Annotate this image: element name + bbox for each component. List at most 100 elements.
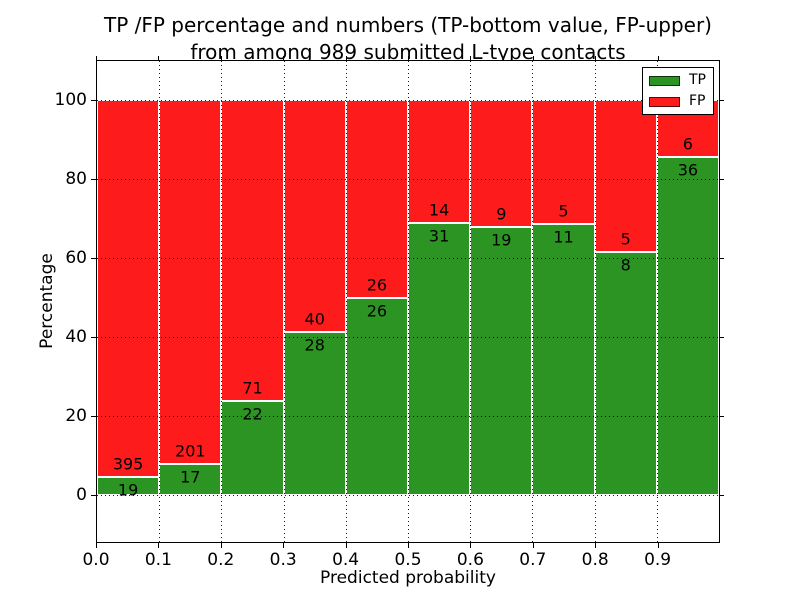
- x-tick-label: 0.8: [581, 550, 609, 570]
- tp-count-label: 22: [242, 404, 263, 424]
- chart-title-line1: TP /FP percentage and numbers (TP-bottom…: [104, 13, 712, 37]
- tp-bar-segment: [97, 476, 160, 495]
- fp-count-label: 5: [558, 201, 569, 221]
- tp-count-label: 28: [304, 335, 325, 355]
- y-tick-mark: [91, 495, 96, 497]
- x-tick-mark: [96, 543, 97, 548]
- fp-count-label: 71: [242, 378, 263, 398]
- vertical-gridline: [532, 61, 534, 542]
- y-tick-label: 40: [65, 327, 87, 348]
- tp-count-label: 36: [677, 160, 699, 180]
- y-tick-mark: [91, 99, 96, 101]
- x-tick-label: 0.7: [519, 550, 547, 570]
- top-tick-mark: [220, 56, 222, 60]
- top-tick-mark: [96, 56, 97, 60]
- horizontal-gridline: [97, 179, 719, 181]
- tp-legend-swatch: [649, 75, 680, 86]
- x-tick-mark: [532, 543, 534, 548]
- vertical-gridline: [408, 61, 409, 542]
- x-tick-mark: [470, 543, 472, 548]
- fp-count-label: 26: [366, 275, 388, 295]
- x-tick-label: 0.4: [332, 550, 360, 570]
- top-tick-mark: [283, 56, 285, 60]
- vertical-gridline: [221, 61, 223, 542]
- x-axis: 0.0 0.1 0.2 0.3 0.4 0.5 0.6 0.7 0.8 0.9: [82, 543, 720, 573]
- horizontal-gridline: [97, 494, 719, 496]
- x-tick-label: 0.6: [456, 550, 484, 570]
- top-tick-mark: [595, 56, 597, 60]
- tp-count-label: 8: [620, 255, 631, 275]
- top-tick-mark: [158, 56, 160, 60]
- y-tick-mark: [91, 257, 96, 259]
- fp-count-label: 201: [175, 441, 206, 461]
- x-tick-label: 0.0: [82, 550, 110, 570]
- grid-layer: [97, 61, 719, 542]
- right-tick-mark: [720, 99, 724, 101]
- tp-bar-segment: [345, 297, 408, 495]
- x-axis-title: Predicted probability: [320, 568, 496, 588]
- x-tick-label: 0.3: [269, 550, 297, 570]
- horizontal-gridline: [97, 336, 719, 338]
- vertical-gridline: [470, 61, 472, 542]
- tp-bar-segment: [532, 223, 595, 495]
- vertical-gridline: [594, 61, 596, 542]
- y-tick-label: 100: [54, 89, 87, 110]
- legend-item-tp: TP: [649, 73, 706, 88]
- top-tick-mark: [470, 56, 472, 60]
- fp-legend-swatch: [649, 96, 680, 107]
- right-tick-mark: [720, 178, 724, 180]
- bars-layer: [97, 61, 719, 542]
- tp-count-label: 19: [117, 480, 139, 500]
- plot-area: 395 19 201 17 71 22 40 28 26 26 14 31 9 19 5 11 5 8 6 36 TP F…: [96, 60, 720, 543]
- tp-bar-segment: [470, 227, 533, 495]
- horizontal-gridline: [97, 258, 719, 260]
- fp-count-label: 9: [496, 204, 507, 224]
- fp-count-label: 5: [620, 229, 631, 249]
- fp-count-label: 6: [682, 134, 693, 154]
- top-tick-mark: [657, 56, 659, 60]
- right-tick-mark: [720, 257, 724, 259]
- legend-label-fp: FP: [689, 93, 706, 109]
- right-tick-mark: [720, 337, 724, 339]
- y-tick-label: 20: [65, 406, 87, 427]
- x-tick-label: 0.9: [644, 550, 672, 570]
- tp-count-label: 26: [366, 301, 388, 321]
- top-tick-mark: [345, 56, 347, 60]
- legend-item-fp: FP: [649, 94, 706, 109]
- top-tick-marks: [96, 56, 720, 60]
- x-tick-mark: [283, 543, 285, 548]
- vertical-gridline: [159, 61, 161, 542]
- y-axis: 0 20 40 60 80 100: [0, 60, 87, 543]
- right-tick-mark: [720, 416, 724, 418]
- horizontal-gridline: [97, 100, 719, 102]
- y-tick-label: 60: [65, 247, 87, 268]
- x-tick-mark: [595, 543, 597, 548]
- y-tick-label: 0: [76, 485, 87, 506]
- horizontal-gridline: [97, 415, 719, 417]
- tp-bar-segment: [656, 156, 719, 495]
- right-tick-marks: [720, 60, 724, 543]
- vertical-gridline: [345, 61, 347, 542]
- y-tick-mark: [91, 178, 96, 180]
- tp-count-label: 31: [428, 226, 450, 246]
- tp-bar-segment: [594, 252, 657, 495]
- legend-label-tp: TP: [689, 72, 706, 88]
- bar-labels-layer: 395 19 201 17 71 22 40 28 26 26 14 31 9 19 5 11 5 8 6 36: [97, 61, 719, 542]
- fp-count-label: 14: [428, 200, 450, 220]
- x-tick-mark: [345, 543, 347, 548]
- right-tick-mark: [720, 495, 724, 497]
- fp-count-label: 40: [304, 309, 325, 329]
- y-tick-mark: [91, 416, 96, 418]
- x-tick-mark: [158, 543, 160, 548]
- x-tick-label: 0.1: [144, 550, 172, 570]
- x-tick-mark: [657, 543, 659, 548]
- tp-count-label: 19: [491, 230, 512, 250]
- legend: TP FP: [642, 67, 714, 115]
- x-tick-mark: [220, 543, 222, 548]
- y-tick-label: 80: [65, 168, 87, 189]
- fp-bar-segment: [408, 100, 471, 224]
- x-tick-label: 0.2: [207, 550, 235, 570]
- vertical-gridline: [656, 61, 658, 542]
- x-tick-label: 0.5: [394, 550, 422, 570]
